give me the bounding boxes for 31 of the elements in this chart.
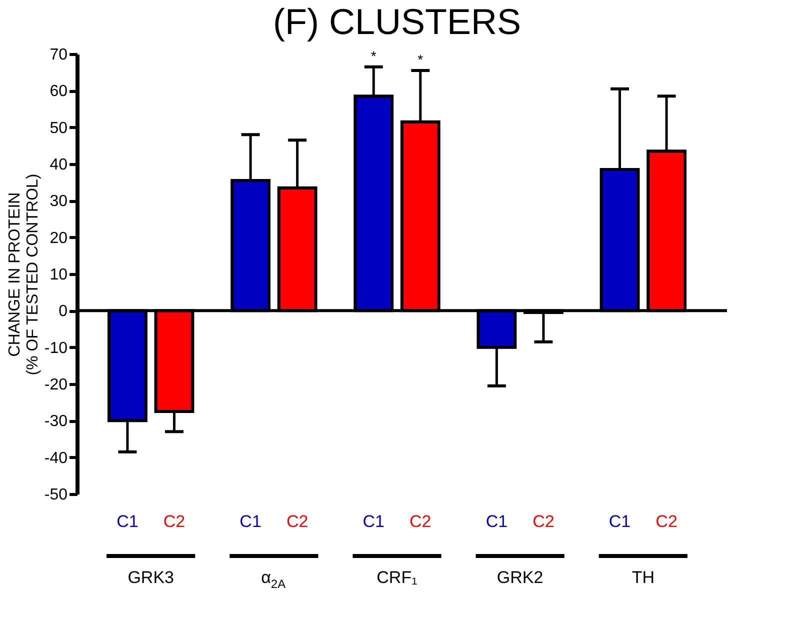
y-tick-label: 60: [50, 83, 68, 100]
x-tick-label: TH: [632, 568, 654, 587]
annotation: *: [418, 52, 424, 68]
text: C2: [656, 512, 678, 531]
y-tick-label: 10: [50, 266, 68, 284]
annotation: *: [370, 48, 377, 64]
y-tick-label: 20: [50, 230, 68, 247]
y-tick-label: -40: [44, 450, 68, 467]
y-tick-label: 50: [50, 120, 68, 137]
text: C1: [362, 512, 384, 531]
text: C2: [163, 512, 186, 531]
text: C2: [410, 512, 432, 531]
y-tick-label: 70: [50, 46, 68, 64]
y-axis-title: CHANGE IN PROTEIN (% OF TESTED CONTROL): [6, 174, 42, 376]
text: C1: [608, 512, 631, 531]
y-tick-label: -50: [44, 486, 68, 504]
y-tick-label: 0: [58, 303, 68, 320]
text: C1: [240, 512, 262, 531]
y-tick-label: -30: [44, 413, 68, 430]
y-tick-label: -20: [44, 376, 68, 394]
text: C1: [486, 512, 508, 531]
y-tick-label: 40: [50, 156, 68, 174]
chart-title: (F) CLUSTERS: [272, 1, 522, 42]
y-tick-label: -10: [44, 340, 68, 357]
x-tick-label: GRK2: [496, 568, 544, 587]
x-tick-label: CRF₁: [376, 568, 418, 587]
y-tick-label: 30: [50, 193, 68, 210]
text: C1: [116, 512, 138, 531]
text: C2: [532, 512, 554, 531]
x-tick-label: GRK3: [128, 568, 174, 587]
text: C2: [286, 512, 308, 531]
